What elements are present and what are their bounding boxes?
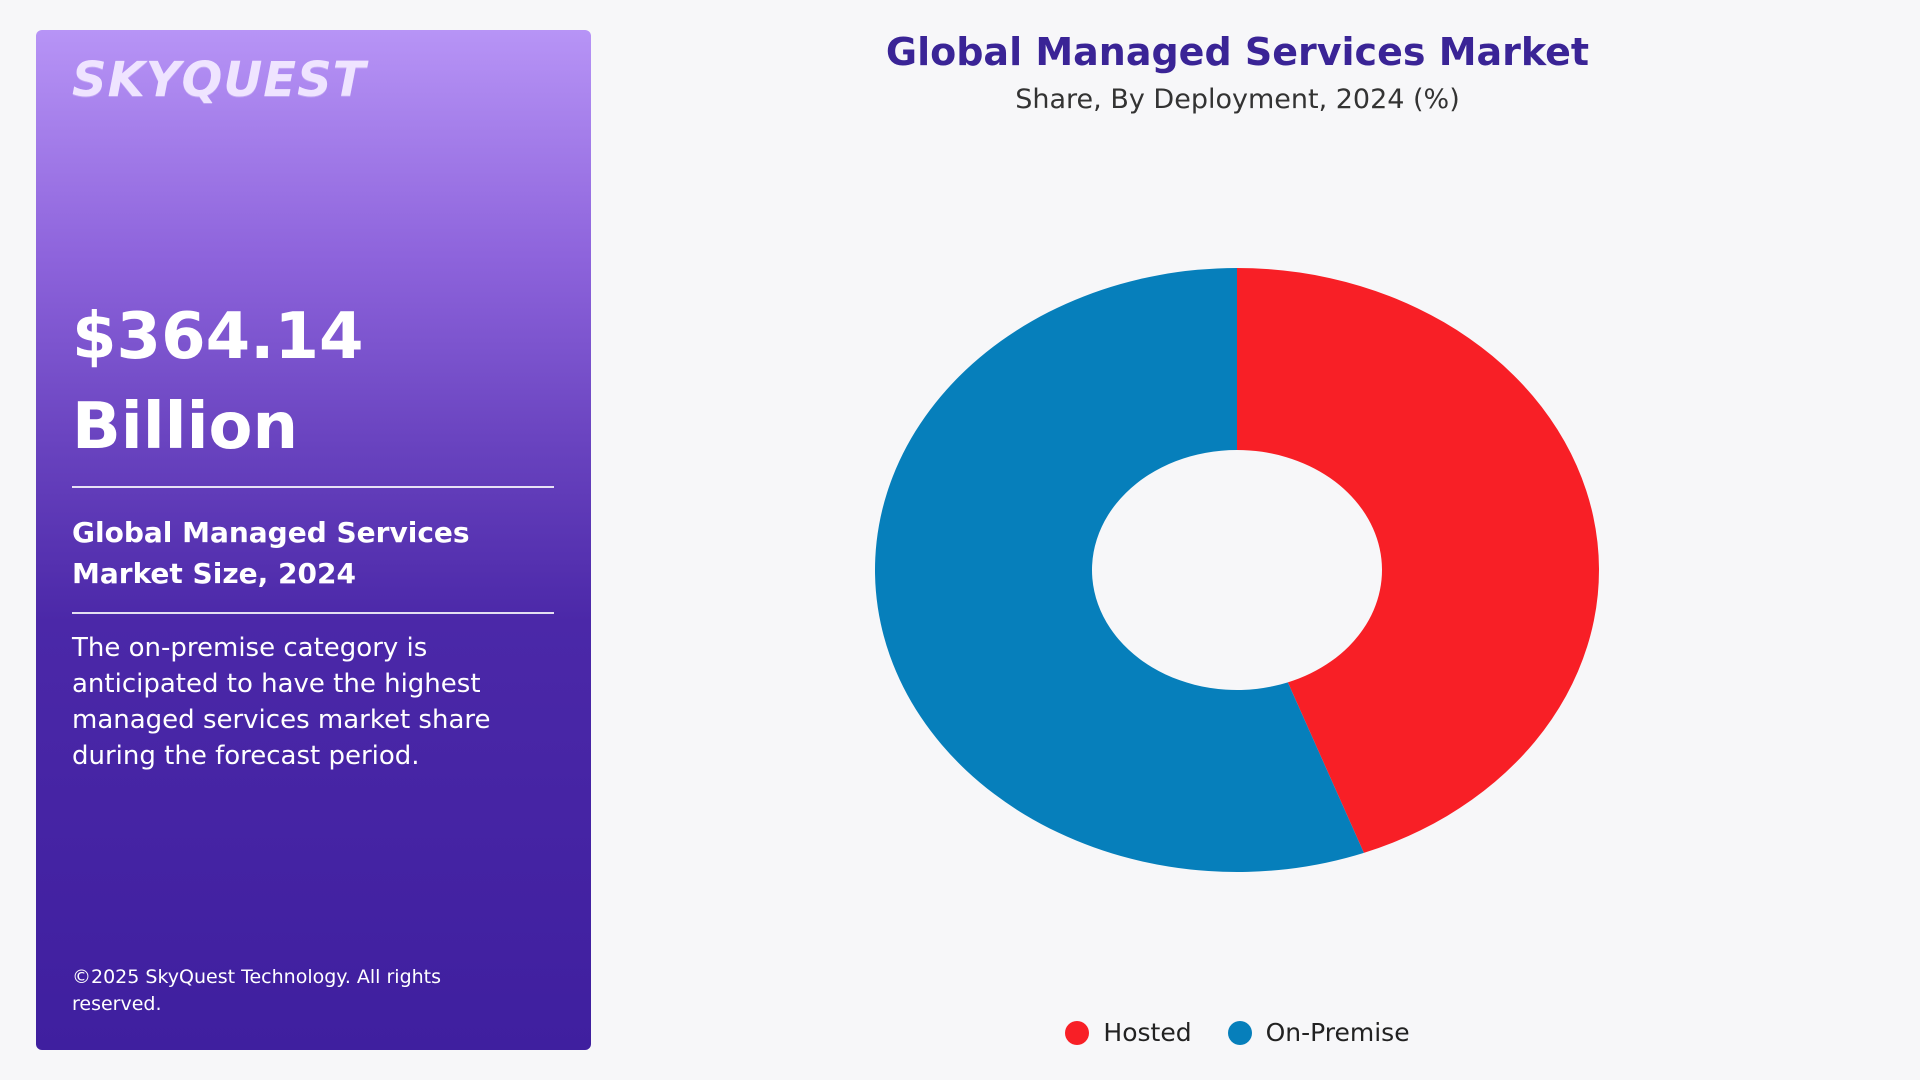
donut-slice-hosted xyxy=(1237,268,1599,853)
market-size-value: $364.14 Billion xyxy=(72,292,552,472)
legend-item-hosted: Hosted xyxy=(1065,1018,1192,1047)
legend-item-on-premise: On-Premise xyxy=(1227,1018,1410,1047)
market-size-unit: Billion xyxy=(72,390,299,464)
market-size-amount: $364.14 xyxy=(72,300,364,374)
chart-legend: Hosted On-Premise xyxy=(640,1018,1835,1047)
copyright-notice: ©2025 SkyQuest Technology. All rights re… xyxy=(72,966,442,1015)
skyquest-logo: SKYQUEST xyxy=(72,52,367,108)
chart-subtitle: Share, By Deployment, 2024 (%) xyxy=(1015,84,1460,115)
legend-label-hosted: Hosted xyxy=(1103,1018,1192,1047)
donut-slice-on-premise xyxy=(874,268,1364,873)
donut-chart xyxy=(874,268,1599,873)
divider-top xyxy=(72,486,554,488)
divider-bottom xyxy=(72,612,554,614)
market-size-label: Global Managed Services Market Size, 202… xyxy=(72,516,470,590)
market-description: The on-premise category is anticipated t… xyxy=(72,633,491,771)
legend-swatch-hosted xyxy=(1065,1020,1090,1045)
summary-panel: SKYQUEST $364.14 Billion Global Managed … xyxy=(36,30,591,1050)
chart-title: Global Managed Services Market xyxy=(885,30,1590,74)
legend-swatch-on-premise xyxy=(1227,1020,1252,1045)
legend-label-on-premise: On-Premise xyxy=(1265,1018,1410,1047)
